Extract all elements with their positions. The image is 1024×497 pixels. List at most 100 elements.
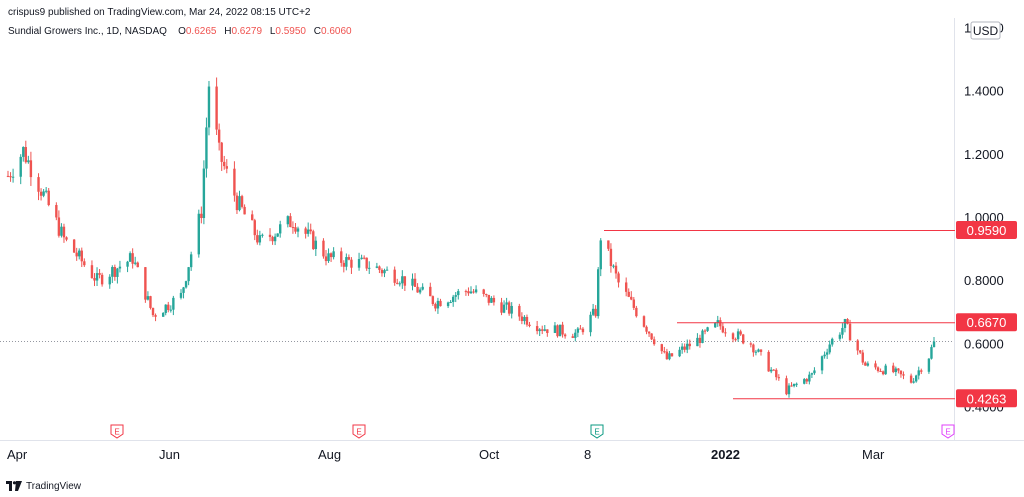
candle-body [205,127,208,169]
time-label-jun: Jun [159,447,180,462]
time-label-8: 8 [584,447,591,462]
candle-body [721,326,725,333]
candle-body [635,307,638,317]
candle-body [874,363,877,368]
earnings-marker-4[interactable]: E [941,424,955,439]
candle-body [696,337,699,347]
candle-body [350,259,353,268]
candle-body [739,331,742,335]
tradingview-logo-icon [6,481,22,491]
candle-body [251,214,254,221]
level-badge-0959: 0.9590 [956,220,1017,239]
earnings-marker-label: E [945,428,950,437]
candle-body [238,196,241,211]
candle-body [909,375,913,383]
candle-body [474,289,478,293]
candle-body [846,319,849,324]
candle-body [149,296,152,308]
candle-body [912,381,915,383]
candle-body [136,262,139,268]
candle-body [296,228,300,232]
candle-body [652,339,656,345]
earnings-marker-2[interactable]: E [352,424,366,439]
candle-body [233,168,236,196]
candle-body [37,177,40,192]
candle-body [502,304,506,313]
earnings-marker-label: E [114,428,119,437]
level-badge-0667: 0.6670 [956,313,1017,332]
candle-body [881,371,885,375]
candle-body [777,377,781,379]
candle-body [749,343,753,345]
candle-body [436,300,440,309]
candle-body [429,286,432,297]
candle-body [11,176,15,178]
candle-body [556,325,559,337]
candle-body [541,329,544,331]
candle-body [627,291,630,297]
candle-body [520,316,524,322]
candle-body [24,147,28,163]
candle-body [591,308,595,315]
candle-body [416,286,419,293]
candle-body [594,308,597,317]
candle-body [126,261,129,267]
candle-body [820,356,824,371]
candle-body [439,300,442,307]
candle-body [505,302,508,305]
candle-body [411,278,414,286]
candle-body [808,374,811,382]
candle-body [98,273,101,275]
candle-body [60,226,63,236]
candle-body [332,251,335,258]
candle-body [581,328,585,333]
candle-body [507,302,511,314]
candle-body [55,205,58,218]
candle-body [118,266,122,269]
candle-body [167,304,170,310]
candle-body [607,240,610,249]
candle-body [329,253,333,258]
price-tick-label: 0.8000 [964,273,1004,288]
tradingview-logo[interactable]: TradingView [6,479,81,493]
candle-body [345,257,348,267]
candle-body [80,250,83,262]
candle-body [378,266,381,270]
candle-body [535,326,539,332]
candle-body [197,213,200,255]
candle-body [294,227,297,232]
candle-body [698,337,702,343]
ohlc-low-label: L [269,26,276,37]
candle-body [187,267,190,282]
candle-body [200,213,203,219]
candle-body [775,369,778,378]
candle-body [754,351,758,353]
candle-body [65,237,68,240]
earnings-marker-3[interactable]: E [590,424,604,439]
candle-body [917,370,920,376]
candle-body [767,351,770,372]
candle-body [920,370,923,372]
candle-body [576,328,580,333]
candle-body [57,217,61,236]
candle-body [131,253,134,264]
candle-body [467,291,470,294]
earnings-marker-1[interactable]: E [110,424,124,439]
candle-body [396,282,399,284]
level-badge-text: 0.6670 [967,315,1007,330]
candle-body [401,276,404,284]
candle-body [472,291,475,293]
level-badge-text: 0.9590 [967,223,1007,238]
candle-body [108,276,111,285]
currency-box[interactable] [970,21,1001,40]
candle-body [703,330,707,332]
candle-body [253,220,256,236]
candle-body [47,190,50,206]
candle-body [757,349,760,352]
candle-body [500,302,503,313]
ohlc-close-value: 0.6060 [321,26,352,37]
candle-body [393,269,396,283]
candle-body [571,336,574,338]
time-label-aug: Aug [318,447,341,462]
